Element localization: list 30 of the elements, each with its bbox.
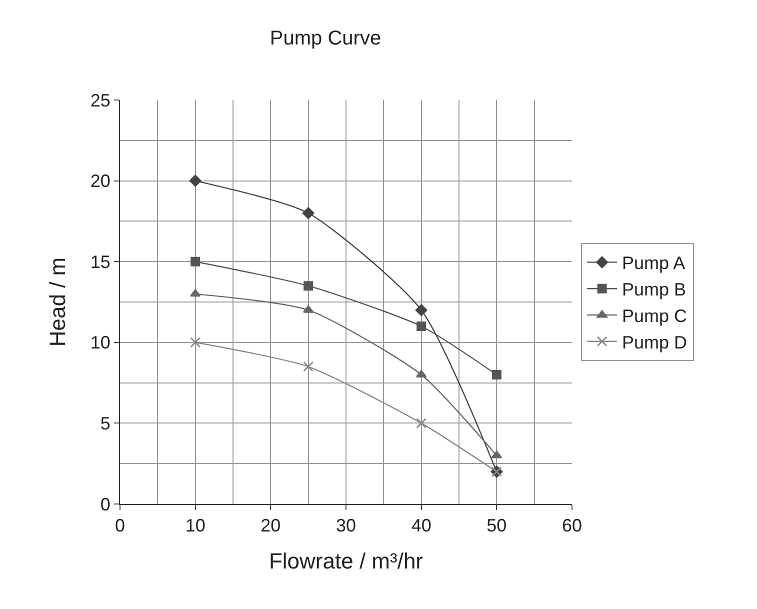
x-axis-title: Flowrate / m³/hr xyxy=(268,548,424,574)
x-tick-label: 30 xyxy=(336,516,356,536)
x-tick-label: 40 xyxy=(411,516,432,536)
point xyxy=(492,370,502,380)
y-tick-label: 20 xyxy=(90,171,110,192)
legend-label: Pump B xyxy=(622,280,686,300)
point xyxy=(416,321,426,331)
x-tick-label: 50 xyxy=(486,516,507,536)
point xyxy=(190,256,200,266)
chart-title: Pump Curve xyxy=(270,27,382,50)
point xyxy=(415,304,428,316)
y-tick-label: 10 xyxy=(90,332,110,353)
legend-label: Pump C xyxy=(622,306,688,326)
legend-label: Pump A xyxy=(622,253,686,274)
point xyxy=(416,418,427,428)
x-tick-label: 20 xyxy=(260,516,281,536)
y-tick-label: 25 xyxy=(90,90,110,110)
y-tick-label: 0 xyxy=(100,494,110,514)
point xyxy=(189,174,202,187)
point xyxy=(302,207,314,220)
y-axis-title: Head / m xyxy=(45,257,70,347)
point xyxy=(304,281,314,291)
x-tick-label: 0 xyxy=(114,516,126,536)
legend-label: Pump D xyxy=(622,332,688,352)
x-tick-label: 10 xyxy=(185,516,206,536)
point xyxy=(303,361,314,372)
y-tick-label: 5 xyxy=(100,414,110,434)
y-tick-label: 15 xyxy=(90,252,110,272)
x-tick-label: 60 xyxy=(562,516,582,536)
point xyxy=(190,337,201,348)
